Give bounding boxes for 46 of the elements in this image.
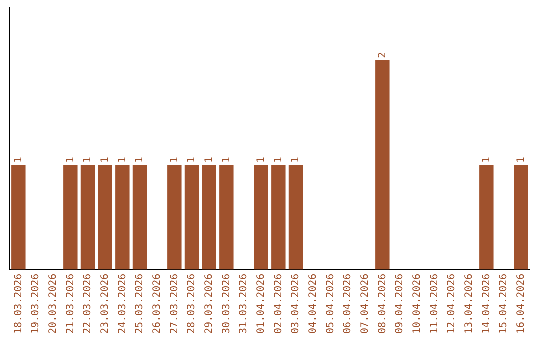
data-label: 1 — [273, 157, 284, 164]
data-label: 1 — [186, 157, 198, 164]
x-tick-label: 13.04.2026 — [464, 274, 475, 334]
x-tick-label: 12.04.2026 — [446, 274, 458, 334]
data-label: 1 — [516, 157, 527, 164]
x-tick-label: 07.04.2026 — [360, 274, 371, 334]
x-tick-label: 22.03.2026 — [82, 274, 94, 334]
x-tick-label: 05.04.2026 — [325, 274, 336, 334]
x-tick-label: 20.03.2026 — [48, 274, 59, 334]
x-tick-label: 15.04.2026 — [498, 274, 510, 334]
x-tick-label: 16.04.2026 — [516, 274, 527, 334]
data-label: 1 — [221, 157, 232, 164]
x-tick-label: 28.03.2026 — [186, 274, 198, 334]
x-tick-label: 10.04.2026 — [412, 274, 423, 334]
x-tick-label: 29.03.2026 — [204, 274, 215, 334]
x-tick-label: 08.04.2026 — [377, 274, 388, 334]
x-tick-label: 03.04.2026 — [290, 274, 302, 334]
x-tick-label: 14.04.2026 — [481, 274, 492, 334]
x-tick-label: 18.03.2026 — [13, 274, 24, 334]
x-tick-label: 02.04.2026 — [273, 274, 284, 334]
data-label: 1 — [290, 157, 302, 164]
data-label: 1 — [134, 157, 146, 164]
data-label: 1 — [100, 157, 111, 164]
x-tick-label: 30.03.2026 — [221, 274, 232, 334]
data-label: 1 — [117, 157, 128, 164]
x-tick-label: 23.03.2026 — [100, 274, 111, 334]
data-label: 1 — [256, 157, 267, 164]
x-tick-label: 24.03.2026 — [117, 274, 128, 334]
data-label: 1 — [82, 157, 94, 164]
x-tick-label: 06.04.2026 — [342, 274, 354, 334]
x-tick-label: 21.03.2026 — [65, 274, 76, 334]
x-tick-label: 01.04.2026 — [256, 274, 267, 334]
data-label: 1 — [65, 157, 76, 164]
x-tick-label: 09.04.2026 — [394, 274, 406, 334]
x-tick-label: 19.03.2026 — [30, 274, 42, 334]
x-tick-label: 26.03.2026 — [152, 274, 163, 334]
data-label: 1 — [481, 157, 492, 164]
data-label: 1 — [204, 157, 215, 164]
data-label: 1 — [13, 157, 24, 164]
data-label: 1 — [169, 157, 180, 164]
x-tick-label: 31.03.2026 — [238, 274, 250, 334]
x-tick-label: 25.03.2026 — [134, 274, 146, 334]
x-tick-label: 11.04.2026 — [429, 274, 440, 334]
x-tick-label: 27.03.2026 — [169, 274, 180, 334]
data-label: 2 — [377, 52, 388, 58]
x-tick-label: 04.04.2026 — [308, 274, 319, 334]
